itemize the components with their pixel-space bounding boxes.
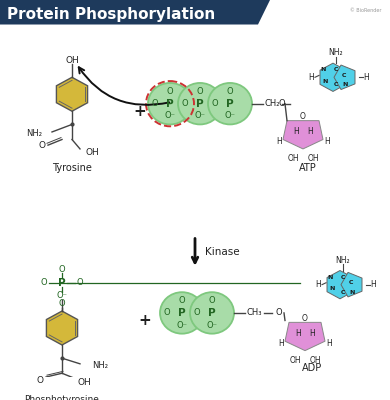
Text: O: O	[41, 278, 47, 287]
Text: O: O	[194, 308, 200, 318]
Text: O: O	[212, 99, 218, 108]
Text: H: H	[307, 128, 313, 136]
Text: Tyrosine: Tyrosine	[52, 163, 92, 173]
Text: N: N	[327, 275, 333, 280]
Text: C: C	[334, 67, 338, 72]
Text: H: H	[363, 73, 369, 82]
Text: ADP: ADP	[302, 362, 322, 372]
Text: NH₂: NH₂	[336, 256, 350, 265]
Circle shape	[190, 292, 234, 334]
Text: OH: OH	[289, 356, 301, 364]
Text: O: O	[58, 299, 65, 308]
Text: C: C	[342, 73, 346, 78]
Text: O: O	[179, 296, 185, 305]
Polygon shape	[327, 270, 353, 299]
Text: OH: OH	[65, 56, 79, 65]
Circle shape	[148, 83, 192, 124]
Text: H: H	[315, 280, 321, 289]
Polygon shape	[341, 272, 362, 297]
Text: C: C	[341, 275, 345, 280]
Text: P: P	[226, 99, 234, 109]
Text: P: P	[166, 99, 174, 109]
Text: H: H	[326, 338, 332, 348]
Polygon shape	[57, 77, 88, 111]
Text: O: O	[227, 87, 233, 96]
Text: O: O	[77, 278, 83, 287]
Text: H: H	[309, 329, 315, 338]
Text: O: O	[37, 376, 44, 385]
Text: N: N	[349, 290, 355, 295]
Text: NH₂: NH₂	[26, 129, 42, 138]
Text: O: O	[152, 99, 158, 108]
Text: O: O	[58, 265, 65, 274]
Polygon shape	[283, 121, 323, 149]
Polygon shape	[0, 0, 270, 24]
Text: O: O	[197, 87, 203, 96]
Text: H: H	[293, 128, 299, 136]
Text: H: H	[324, 137, 330, 146]
Text: P: P	[178, 308, 186, 318]
Text: P: P	[58, 278, 66, 288]
Text: OH: OH	[77, 378, 91, 387]
Circle shape	[208, 83, 252, 124]
Text: P: P	[208, 308, 216, 318]
Polygon shape	[320, 63, 346, 92]
Text: O⁻: O⁻	[165, 112, 176, 120]
Text: OH: OH	[85, 148, 99, 157]
Text: Protein Phosphorylation: Protein Phosphorylation	[7, 7, 215, 22]
Text: O⁻: O⁻	[225, 112, 236, 120]
Text: O: O	[209, 296, 215, 305]
Text: C: C	[341, 290, 345, 295]
Text: N: N	[329, 286, 335, 291]
Text: H: H	[276, 137, 282, 146]
Text: O⁻: O⁻	[57, 292, 67, 300]
Text: Kinase: Kinase	[205, 247, 239, 257]
Text: O⁻: O⁻	[206, 321, 218, 330]
Text: CH₃: CH₃	[246, 308, 262, 318]
Text: H: H	[308, 73, 314, 82]
Text: O⁻: O⁻	[177, 321, 188, 330]
Text: O: O	[39, 141, 46, 150]
Text: N: N	[322, 78, 328, 84]
Text: +: +	[138, 313, 151, 328]
Text: O: O	[167, 87, 173, 96]
Text: O: O	[276, 308, 282, 318]
Text: O: O	[279, 99, 285, 108]
Text: H: H	[278, 338, 284, 348]
Text: C: C	[334, 82, 338, 87]
Text: O: O	[300, 112, 306, 121]
Text: NH₂: NH₂	[329, 48, 343, 57]
Polygon shape	[334, 65, 355, 90]
Text: ATP: ATP	[299, 163, 317, 173]
Text: CH₂: CH₂	[264, 99, 280, 108]
Polygon shape	[46, 311, 78, 345]
Text: O⁻: O⁻	[195, 112, 206, 120]
Circle shape	[160, 292, 204, 334]
Text: Phosphotyrosine: Phosphotyrosine	[25, 395, 99, 400]
Text: N: N	[320, 67, 326, 72]
Text: O: O	[182, 99, 188, 108]
Text: +: +	[134, 104, 146, 119]
Text: H: H	[370, 280, 376, 289]
Text: NH₂: NH₂	[92, 361, 108, 370]
Text: O: O	[302, 314, 308, 323]
Text: © BioRender: © BioRender	[351, 8, 382, 12]
Text: H: H	[295, 329, 301, 338]
Text: OH: OH	[309, 356, 321, 364]
Circle shape	[178, 83, 222, 124]
Text: N: N	[342, 82, 348, 87]
Text: O: O	[164, 308, 170, 318]
Text: OH: OH	[287, 154, 299, 163]
Polygon shape	[285, 322, 325, 351]
Text: C: C	[349, 280, 353, 285]
Text: OH: OH	[307, 154, 319, 163]
Text: P: P	[196, 99, 204, 109]
